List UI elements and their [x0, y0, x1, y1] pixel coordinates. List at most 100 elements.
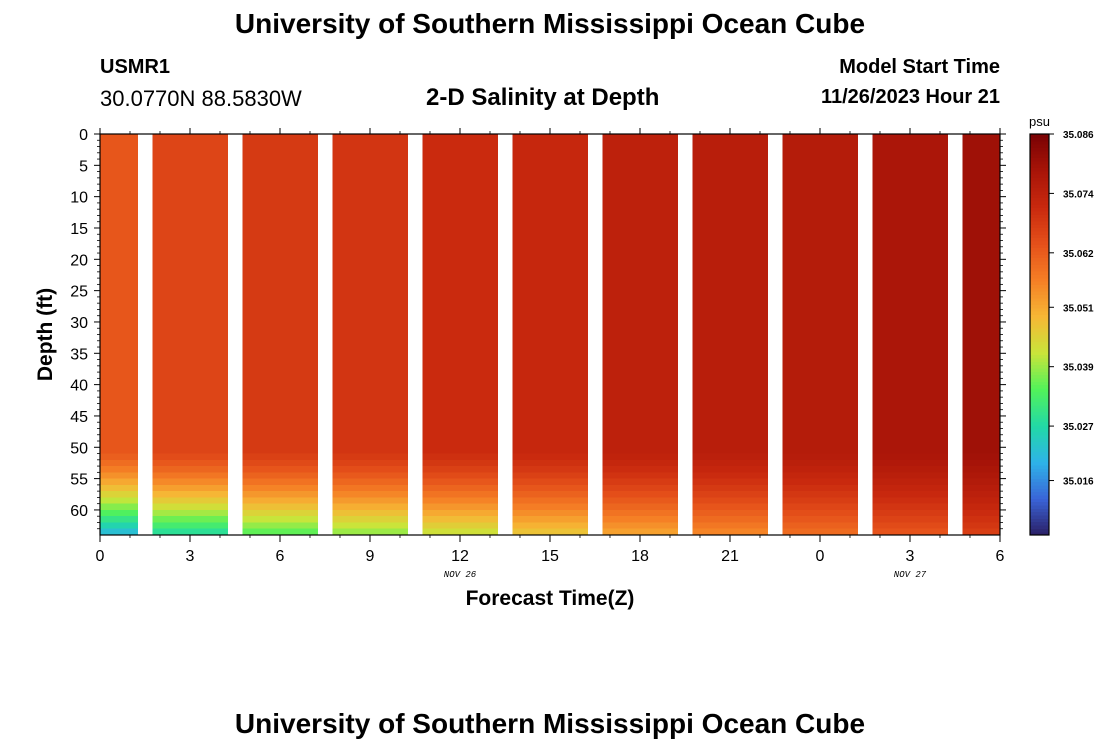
heatmap-cell — [782, 497, 858, 505]
heatmap-cell — [332, 478, 408, 486]
colorbar-segment — [1030, 371, 1049, 376]
heatmap-cell — [872, 497, 948, 505]
colorbar-segment — [1030, 267, 1049, 272]
heatmap-cell — [782, 516, 858, 523]
heatmap-cell — [332, 484, 408, 492]
heatmap-cell — [422, 447, 498, 455]
heatmap-cell — [962, 516, 1001, 523]
colorbar-segment — [1030, 428, 1049, 433]
heatmap-cell — [872, 528, 948, 536]
heatmap-cell — [602, 134, 678, 448]
heatmap-cell — [152, 528, 228, 536]
y-tick-label: 35 — [70, 346, 88, 363]
colorbar-segment — [1030, 384, 1049, 389]
heatmap-cell — [692, 528, 768, 536]
heatmap-cell — [872, 484, 948, 492]
colorbar-segment — [1030, 491, 1049, 496]
heatmap-cell — [242, 516, 318, 523]
colorbar-tick-label: 35.062 — [1063, 249, 1094, 260]
colorbar-segment — [1030, 377, 1049, 382]
heatmap-cell — [242, 478, 318, 486]
heatmap-cell — [100, 478, 138, 486]
heatmap-cell — [782, 528, 858, 536]
colorbar-segment — [1030, 474, 1049, 479]
heatmap-cell — [242, 459, 318, 467]
page-title-top: University of Southern Mississippi Ocean… — [234, 8, 866, 39]
heatmap-cell — [332, 134, 408, 448]
colorbar-segment — [1030, 418, 1049, 422]
colorbar-segment — [1030, 177, 1049, 182]
heatmap-cell — [602, 491, 678, 498]
heatmap-cell — [782, 503, 858, 511]
colorbar-segment — [1030, 397, 1049, 402]
colorbar-segment — [1030, 154, 1049, 158]
heatmap-cell — [332, 491, 408, 498]
colorbar-segment — [1030, 471, 1049, 476]
heatmap-cell — [962, 459, 1001, 467]
heatmap-cell — [692, 509, 768, 517]
colorbar-segment — [1030, 434, 1049, 439]
colorbar-segment — [1030, 441, 1049, 446]
colorbar-segment — [1030, 157, 1049, 162]
heatmap-cell — [602, 522, 678, 530]
colorbar-tick-label: 35.027 — [1063, 422, 1094, 433]
colorbar-segment — [1030, 297, 1049, 302]
heatmap-cell — [962, 447, 1001, 455]
heatmap-cell — [602, 484, 678, 492]
heatmap-cell — [962, 134, 1001, 448]
heatmap-cell — [872, 522, 948, 530]
colorbar-segment — [1030, 237, 1049, 242]
colorbar-segment — [1030, 444, 1049, 449]
colorbar-segment — [1030, 167, 1049, 172]
x-tick-label: 6 — [996, 548, 1005, 565]
y-tick-label: 5 — [79, 158, 88, 175]
heatmap-cell — [512, 447, 588, 455]
colorbar-segment — [1030, 134, 1049, 138]
colorbar-segment — [1030, 314, 1049, 319]
colorbar-segment — [1030, 508, 1049, 513]
y-tick-label: 60 — [70, 503, 88, 520]
heatmap-cell — [152, 478, 228, 486]
heatmap-cell — [872, 478, 948, 486]
heatmap-cell — [692, 522, 768, 530]
y-tick-label: 55 — [70, 472, 88, 489]
colorbar-segment — [1030, 324, 1049, 329]
heatmap-cell — [332, 503, 408, 511]
colorbar-segment — [1030, 144, 1049, 148]
heatmap-cell — [242, 447, 318, 455]
colorbar-segment — [1030, 458, 1049, 463]
colorbar-segment — [1030, 404, 1049, 409]
heatmap-cell — [422, 459, 498, 467]
colorbar-segment — [1030, 217, 1049, 222]
colorbar-segment — [1030, 391, 1049, 396]
heatmap-cell — [602, 459, 678, 467]
heatmap-cell — [332, 528, 408, 536]
colorbar-segment — [1030, 200, 1049, 205]
colorbar-segment — [1030, 431, 1049, 436]
model-start-value: 11/26/2023 Hour 21 — [820, 86, 1000, 108]
x-date-label: NOV 27 — [894, 570, 927, 580]
colorbar-frame — [1029, 133, 1050, 536]
heatmap-cell — [692, 516, 768, 523]
colorbar-segment — [1030, 481, 1049, 486]
colorbar-segment — [1030, 140, 1049, 145]
heatmap-cell — [152, 134, 228, 448]
heatmap-cell — [872, 466, 948, 473]
colorbar-segment — [1030, 408, 1049, 412]
colorbar-segment — [1030, 327, 1049, 332]
colorbar-segment — [1030, 351, 1049, 356]
colorbar-segment — [1030, 331, 1049, 336]
colorbar-tick-label: 35.051 — [1063, 303, 1094, 314]
heatmap-cell — [692, 478, 768, 486]
heatmap-cell — [152, 453, 228, 461]
heatmap-cell — [422, 528, 498, 536]
colorbar-segment — [1030, 137, 1049, 142]
colorbar-segment — [1030, 494, 1049, 499]
heatmap-cell — [100, 134, 138, 448]
heatmap-cell — [100, 484, 138, 492]
x-tick-label: 21 — [721, 548, 739, 565]
colorbar-segment — [1030, 260, 1049, 265]
colorbar-segment — [1030, 401, 1049, 406]
colorbar-tick-label: 35.074 — [1063, 189, 1094, 200]
heatmap-cell — [152, 522, 228, 530]
